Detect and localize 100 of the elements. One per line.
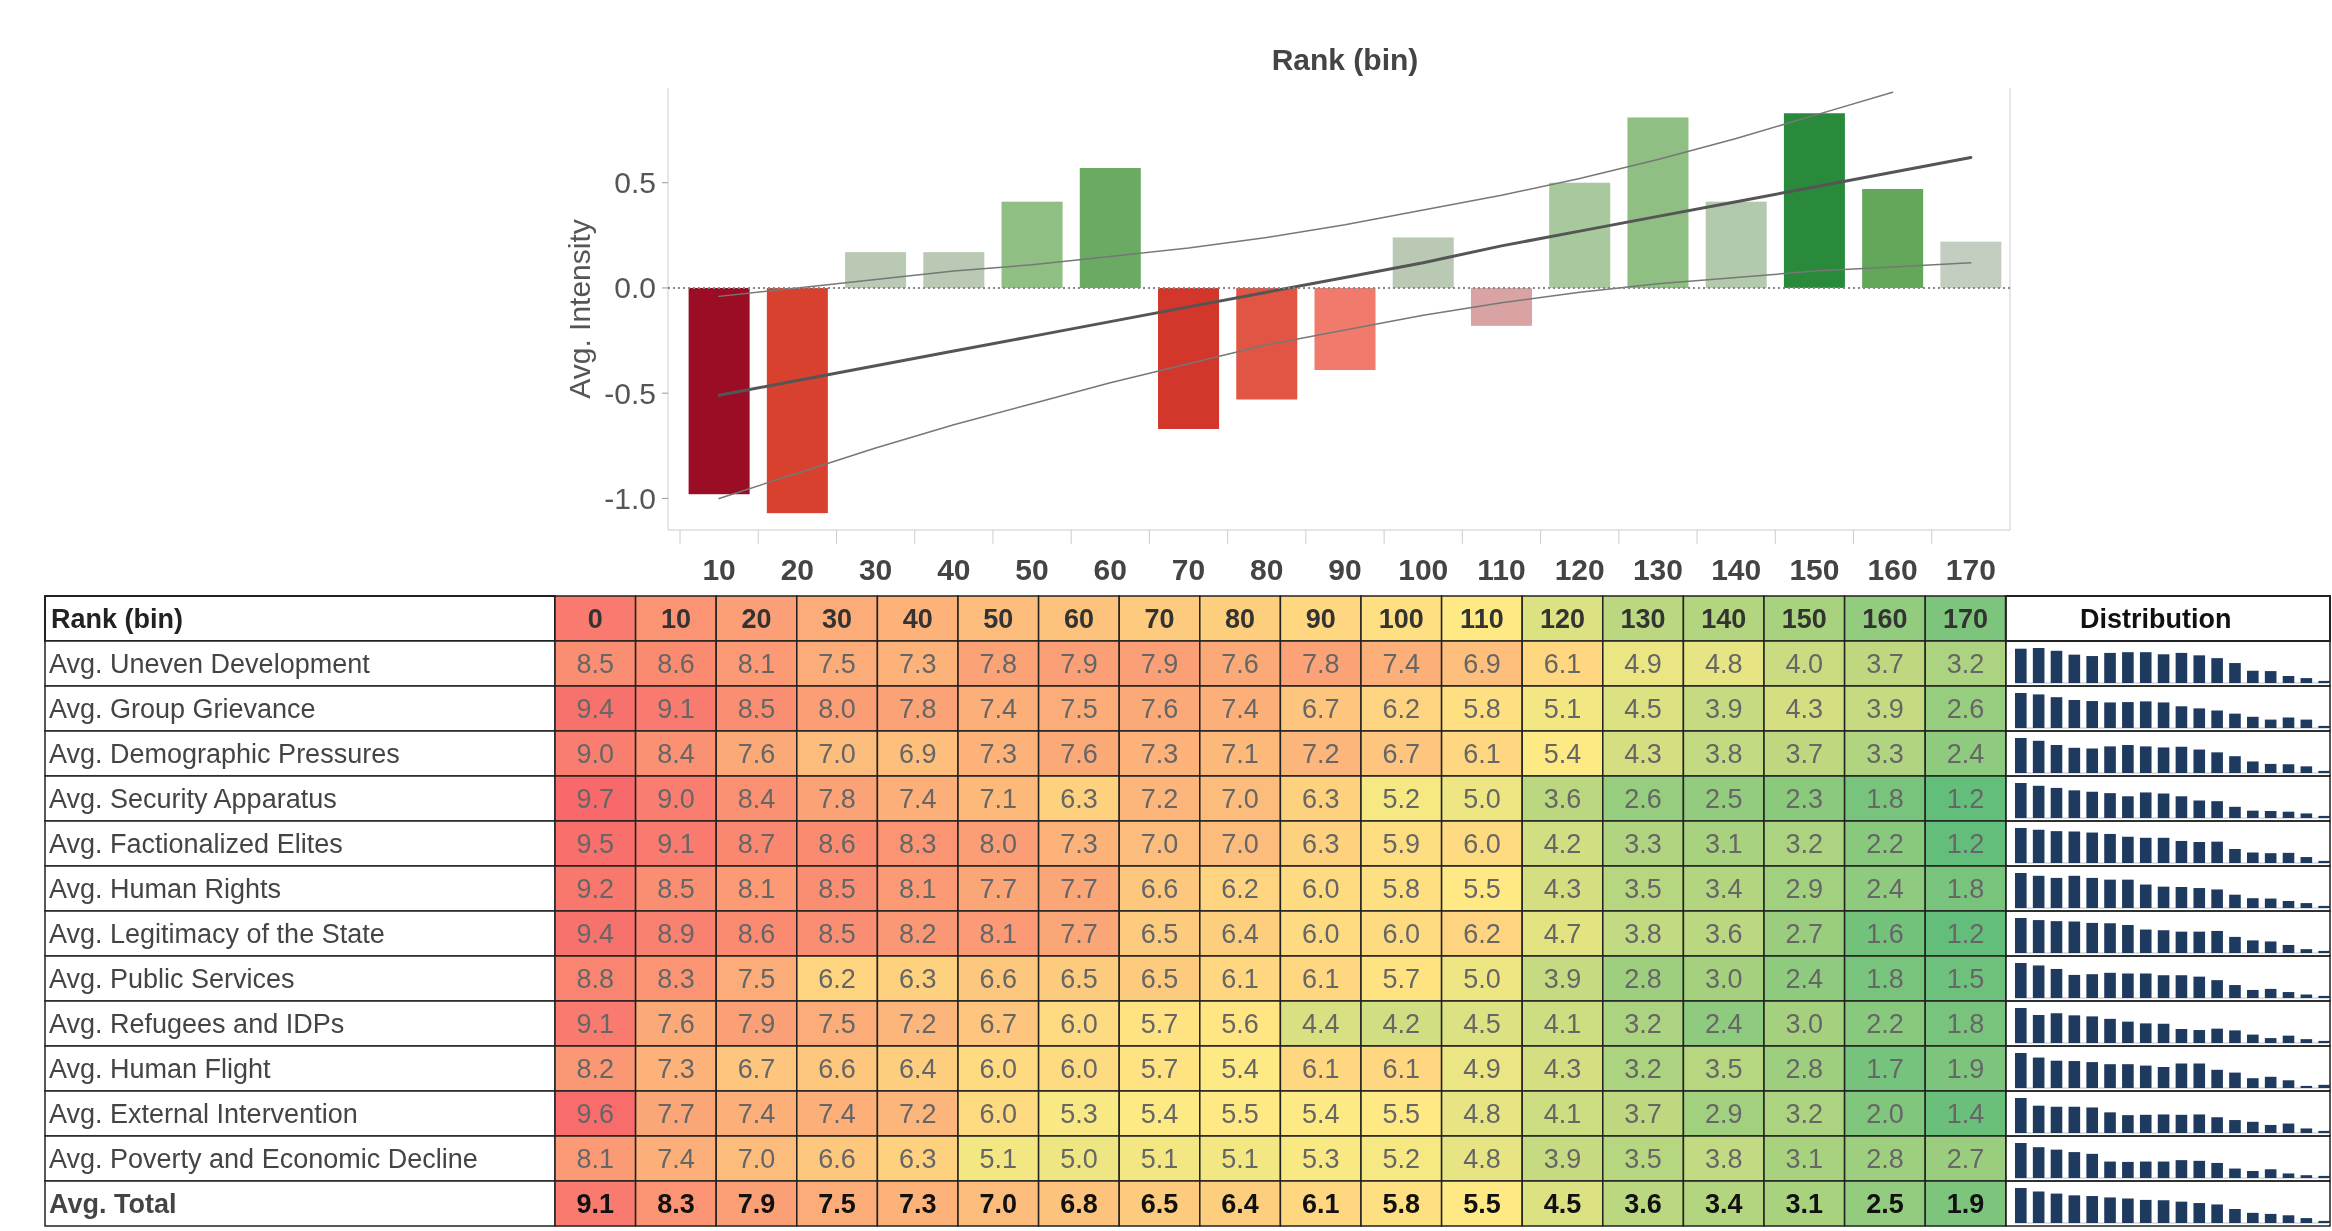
bar xyxy=(2300,813,2313,818)
bar xyxy=(2264,853,2277,863)
data-label: 6.1 xyxy=(1301,1188,1340,1219)
data-label: 6.5 xyxy=(1140,1188,1179,1219)
bar xyxy=(2229,985,2241,998)
data-label: 9.1 xyxy=(576,1008,615,1039)
data-label: 5.0 xyxy=(1463,783,1501,814)
data-label: 6.2 xyxy=(1221,873,1259,904)
bar xyxy=(2139,1199,2152,1223)
data-label: 7.1 xyxy=(1221,738,1259,769)
bar xyxy=(2157,654,2170,683)
data-label: 2.7 xyxy=(1946,1143,1985,1174)
data-label: 5.4 xyxy=(1301,1098,1340,1129)
data-label: 5.2 xyxy=(1382,1143,1421,1174)
data-label: 3.3 xyxy=(1866,738,1904,769)
bar xyxy=(1705,201,1767,288)
data-label: 2.9 xyxy=(1785,873,1824,904)
data-label: 7.4 xyxy=(1382,648,1421,679)
bar xyxy=(2050,968,2063,998)
data-label: 8.1 xyxy=(979,918,1018,949)
bar xyxy=(2157,702,2170,728)
bar xyxy=(1236,287,1298,400)
bar xyxy=(2032,1191,2045,1223)
bar xyxy=(2318,860,2330,863)
bar xyxy=(2175,931,2188,953)
bar xyxy=(2068,1195,2081,1223)
bar xyxy=(2104,746,2116,773)
bar xyxy=(2264,898,2277,908)
bar xyxy=(2175,1063,2188,1088)
data-label: 6.1 xyxy=(1463,738,1501,769)
data-label: 2.0 xyxy=(1866,1098,1904,1129)
data-label: 3.1 xyxy=(1785,1188,1824,1219)
bar xyxy=(2122,1115,2134,1133)
data-label: 1.5 xyxy=(1946,963,1985,994)
bar xyxy=(2318,950,2330,953)
data-label: 7.5 xyxy=(818,648,856,679)
data-label: 6.7 xyxy=(737,1053,776,1084)
data-label: 4.2 xyxy=(1543,828,1582,859)
data-label: 2.4 xyxy=(1866,873,1904,904)
data-label: 6.0 xyxy=(1301,873,1340,904)
data-label: 7.6 xyxy=(657,1008,695,1039)
bar xyxy=(2300,1218,2313,1223)
data-label: 8.9 xyxy=(657,918,695,949)
x-tick-label: 40 xyxy=(937,553,971,586)
bar xyxy=(2104,879,2116,908)
x-tick-label: 130 xyxy=(1632,553,1683,586)
bar xyxy=(2139,837,2152,863)
bar xyxy=(2264,1169,2277,1178)
data-label: 6.0 xyxy=(1382,918,1421,949)
data-label: 5.9 xyxy=(1382,828,1421,859)
y-axis-title: Rank (bin) xyxy=(51,603,183,634)
bar xyxy=(2050,1193,2063,1223)
bar xyxy=(1862,189,1924,288)
data-label: 4.1 xyxy=(1543,1098,1582,1129)
bar xyxy=(2139,1065,2152,1088)
bar xyxy=(2032,785,2045,818)
y-tick-label: Avg. External Intervention xyxy=(49,1098,358,1129)
x-tick-label: 0 xyxy=(587,603,603,634)
data-label: 8.1 xyxy=(737,873,776,904)
bar xyxy=(2282,944,2295,953)
data-label: 2.2 xyxy=(1866,1008,1904,1039)
bar xyxy=(2282,1173,2295,1178)
bar xyxy=(2157,1200,2170,1223)
bar xyxy=(2193,800,2206,818)
x-tick-label: 140 xyxy=(1701,603,1747,634)
data-label: 5.8 xyxy=(1382,873,1421,904)
bar xyxy=(2282,1123,2295,1133)
bar xyxy=(2068,1061,2081,1088)
data-label: 3.1 xyxy=(1704,828,1743,859)
data-label: 5.3 xyxy=(1060,1098,1098,1129)
bar xyxy=(2229,1030,2241,1043)
bar xyxy=(2032,920,2045,953)
y-tick-label: Avg. Group Grievance xyxy=(49,693,316,724)
bar xyxy=(2157,975,2170,998)
bar xyxy=(845,252,907,288)
bar xyxy=(2050,1013,2063,1043)
data-label: 5.8 xyxy=(1463,693,1501,724)
bar xyxy=(1079,167,1141,288)
bar xyxy=(2264,1076,2277,1088)
x-tick-label: 160 xyxy=(1867,553,1918,586)
bar xyxy=(2104,652,2116,683)
data-label: 4.3 xyxy=(1543,873,1582,904)
data-label: 7.9 xyxy=(1060,648,1098,679)
bar xyxy=(2282,1035,2295,1043)
bar xyxy=(2193,931,2206,953)
bar xyxy=(2229,713,2241,728)
bar xyxy=(2122,796,2134,818)
data-label: 7.0 xyxy=(737,1143,776,1174)
data-label: 1.7 xyxy=(1866,1053,1904,1084)
bar xyxy=(2015,648,2027,683)
bar xyxy=(2157,1067,2170,1088)
data-label: 3.2 xyxy=(1946,648,1985,679)
bar xyxy=(2050,1106,2063,1133)
bar xyxy=(1470,287,1532,326)
y-tick-label: Avg. Human Flight xyxy=(49,1053,272,1084)
data-label: 4.8 xyxy=(1704,648,1743,679)
bar xyxy=(2032,1057,2045,1088)
bar xyxy=(2229,1209,2241,1223)
bar xyxy=(1783,113,1845,288)
bar xyxy=(2247,670,2259,683)
